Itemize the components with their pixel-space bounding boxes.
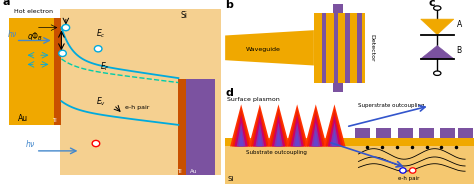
Bar <box>334 13 338 83</box>
Bar <box>178 79 186 175</box>
Circle shape <box>94 46 102 52</box>
Circle shape <box>434 6 441 10</box>
Polygon shape <box>323 104 346 146</box>
Polygon shape <box>255 122 264 146</box>
Bar <box>225 146 474 184</box>
Text: Au: Au <box>190 169 197 174</box>
Circle shape <box>434 71 441 75</box>
Bar <box>398 128 413 138</box>
Bar <box>225 138 474 146</box>
Text: Si: Si <box>181 11 188 20</box>
Polygon shape <box>288 109 306 146</box>
Polygon shape <box>274 122 283 146</box>
Text: Detector: Detector <box>369 34 374 62</box>
Bar <box>355 128 370 138</box>
Text: e-h pair: e-h pair <box>125 105 149 109</box>
Circle shape <box>62 24 70 31</box>
Bar <box>346 13 350 83</box>
Text: A: A <box>456 20 462 29</box>
Bar <box>333 83 343 92</box>
Polygon shape <box>234 115 248 146</box>
Bar <box>54 18 62 125</box>
Polygon shape <box>309 115 322 146</box>
Polygon shape <box>311 122 320 146</box>
Polygon shape <box>421 19 454 35</box>
Text: Si: Si <box>228 176 234 182</box>
Text: c: c <box>428 0 435 8</box>
Polygon shape <box>270 109 287 146</box>
Polygon shape <box>249 104 271 146</box>
Polygon shape <box>305 104 327 146</box>
Circle shape <box>59 50 66 56</box>
Circle shape <box>400 168 406 173</box>
Text: Superstrate outcoupling: Superstrate outcoupling <box>358 103 425 108</box>
Polygon shape <box>286 104 308 146</box>
Bar <box>9 18 54 125</box>
Bar <box>458 128 473 138</box>
Text: B: B <box>456 46 462 55</box>
Bar <box>376 128 392 138</box>
Polygon shape <box>292 122 301 146</box>
Text: Ti: Ti <box>53 118 57 123</box>
Text: $h\nu$: $h\nu$ <box>25 138 36 149</box>
Text: e-h pair: e-h pair <box>399 176 420 181</box>
Bar <box>60 9 221 175</box>
Polygon shape <box>332 130 337 146</box>
Polygon shape <box>251 109 269 146</box>
Polygon shape <box>230 104 252 146</box>
Polygon shape <box>238 130 244 146</box>
Circle shape <box>410 168 416 173</box>
Bar <box>321 13 326 83</box>
Text: b: b <box>225 0 233 10</box>
Text: d: d <box>225 88 233 98</box>
Polygon shape <box>267 104 290 146</box>
Polygon shape <box>313 130 319 146</box>
Polygon shape <box>237 122 246 146</box>
Text: Au: Au <box>18 114 28 123</box>
Polygon shape <box>276 130 281 146</box>
Text: a: a <box>2 0 10 7</box>
Text: $q\Phi_B$: $q\Phi_B$ <box>27 30 43 43</box>
Polygon shape <box>328 115 341 146</box>
Bar <box>314 13 365 83</box>
Text: $E_F$: $E_F$ <box>100 61 110 73</box>
Polygon shape <box>253 115 266 146</box>
Polygon shape <box>326 109 343 146</box>
Bar <box>357 13 362 83</box>
Polygon shape <box>232 109 250 146</box>
Text: Ti: Ti <box>177 169 182 174</box>
Bar <box>440 128 456 138</box>
Polygon shape <box>272 115 285 146</box>
Text: Waveguide: Waveguide <box>246 47 281 52</box>
Text: $h\nu$: $h\nu$ <box>7 28 18 39</box>
Polygon shape <box>330 122 339 146</box>
Text: $E_v$: $E_v$ <box>96 96 106 108</box>
Bar <box>419 128 434 138</box>
Text: Substrate outcoupling: Substrate outcoupling <box>246 150 307 155</box>
Text: Hot electron: Hot electron <box>13 9 53 14</box>
Bar <box>186 79 215 175</box>
Polygon shape <box>291 115 304 146</box>
Bar <box>333 4 343 13</box>
Polygon shape <box>421 46 454 59</box>
Text: $E_c$: $E_c$ <box>96 28 106 40</box>
Circle shape <box>92 140 100 147</box>
Text: Surface plasmon: Surface plasmon <box>227 97 280 102</box>
Polygon shape <box>307 109 325 146</box>
Polygon shape <box>294 130 300 146</box>
Polygon shape <box>225 30 314 66</box>
Polygon shape <box>257 130 263 146</box>
